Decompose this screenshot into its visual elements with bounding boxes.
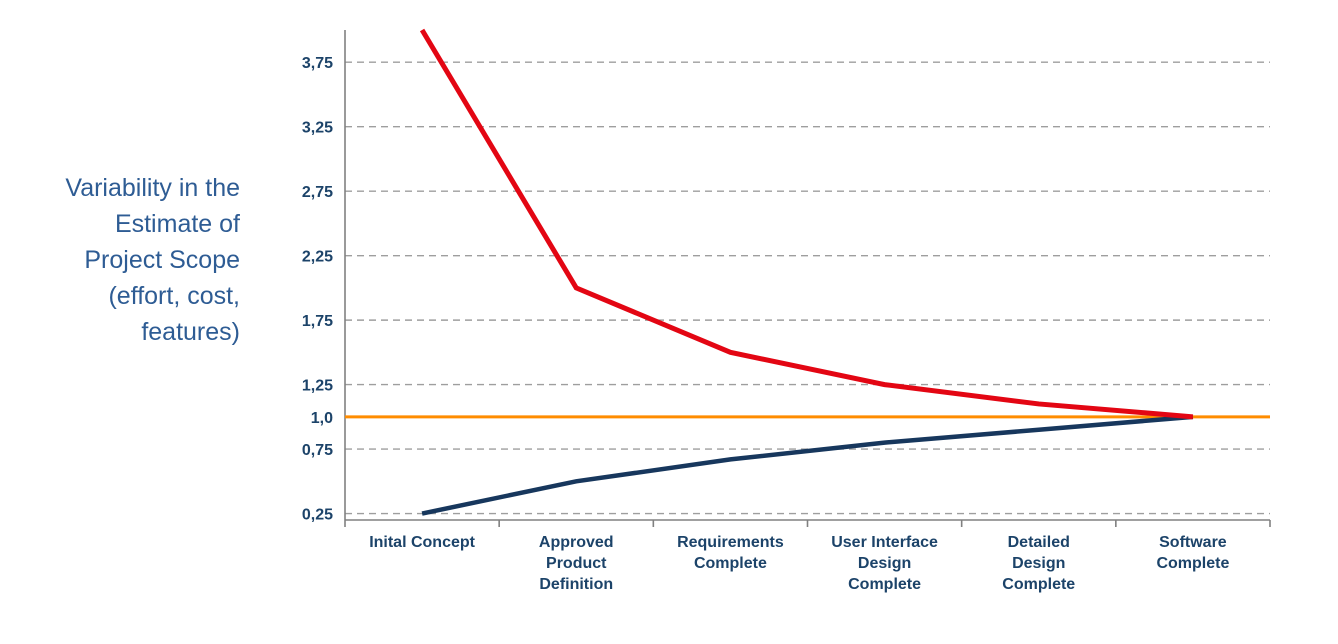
y-tick-label: 1,75 [302, 313, 333, 330]
y-tick-label: 3,75 [302, 55, 333, 72]
upper-estimate-bound-series [419, 28, 1194, 420]
y-tick-label: 1,0 [311, 410, 333, 427]
lower-estimate-bound-series [421, 414, 1194, 516]
y-tick-label: 1,25 [302, 378, 333, 395]
x-category-label: User Interface Design Complete [831, 534, 938, 593]
y-tick-label: 2,25 [302, 249, 333, 266]
x-category-label: Detailed Design Complete [1002, 534, 1075, 593]
y-tick-label: 3,25 [302, 120, 333, 137]
x-category-label: Software Complete [1156, 534, 1229, 572]
x-category-label: Approved Product Definition [539, 534, 614, 593]
x-category-label: Inital Concept [369, 534, 475, 551]
y-axis-label: Variability in the Estimate of Project S… [65, 174, 240, 346]
y-tick-label: 2,75 [302, 184, 333, 201]
y-tick-label: 0,75 [302, 442, 333, 459]
y-tick-label: 0,25 [302, 507, 333, 524]
x-category-label: Requirements Complete [677, 534, 784, 572]
